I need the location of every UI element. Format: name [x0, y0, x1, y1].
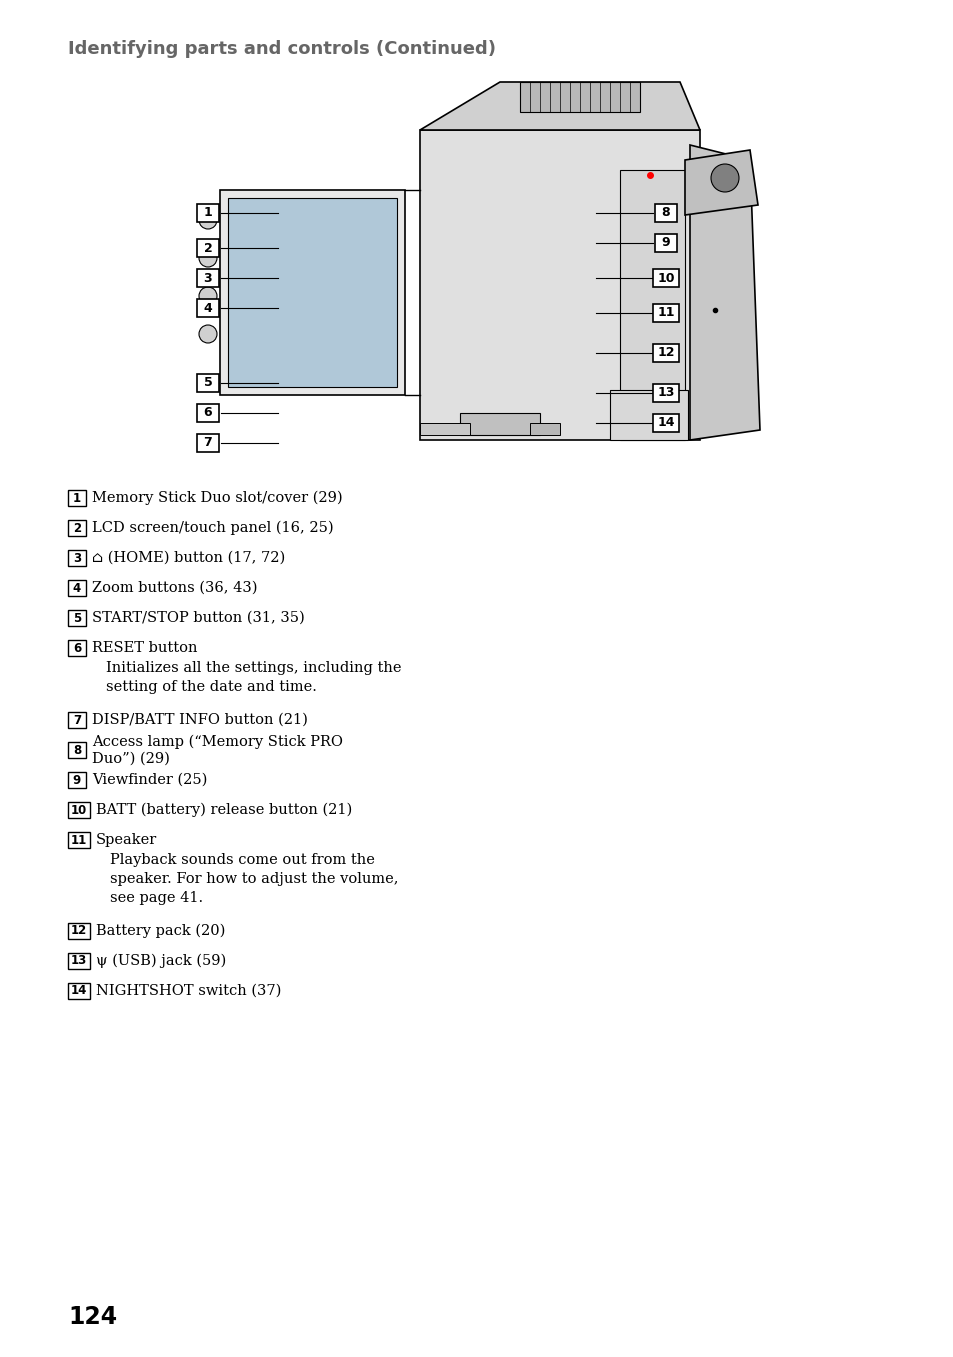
Text: 3: 3	[72, 551, 81, 565]
Text: 9: 9	[661, 236, 670, 250]
Bar	[68, 712, 86, 727]
Bar	[652, 345, 679, 362]
Text: Playback sounds come out from the: Playback sounds come out from the	[110, 854, 375, 867]
Circle shape	[710, 164, 739, 191]
Text: 10: 10	[657, 271, 674, 285]
Text: setting of the date and time.: setting of the date and time.	[106, 680, 316, 693]
Bar	[68, 953, 90, 969]
Text: 13: 13	[71, 954, 87, 968]
Bar	[652, 269, 679, 286]
Text: 6: 6	[72, 642, 81, 654]
Bar	[196, 269, 219, 286]
Text: 7: 7	[72, 714, 81, 726]
Text: Memory Stick Duo slot/cover (29): Memory Stick Duo slot/cover (29)	[91, 491, 342, 505]
Text: Access lamp (“Memory Stick PRO
Duo”) (29): Access lamp (“Memory Stick PRO Duo”) (29…	[91, 734, 343, 765]
Text: RESET button: RESET button	[91, 641, 197, 655]
Bar	[68, 550, 86, 566]
Text: 14: 14	[657, 417, 674, 430]
Text: 9: 9	[72, 773, 81, 787]
Text: 14: 14	[71, 984, 87, 997]
Bar	[619, 170, 684, 440]
Bar	[652, 414, 679, 432]
Text: 2: 2	[203, 242, 213, 255]
Bar	[196, 404, 219, 422]
Text: DISP/BATT INFO button (21): DISP/BATT INFO button (21)	[91, 712, 308, 727]
Text: Speaker: Speaker	[96, 833, 157, 847]
Text: 3: 3	[204, 271, 213, 285]
Bar	[228, 198, 396, 387]
Text: 8: 8	[72, 744, 81, 756]
Polygon shape	[419, 81, 700, 130]
Bar	[68, 641, 86, 655]
Text: BATT (battery) release button (21): BATT (battery) release button (21)	[96, 803, 352, 817]
Bar	[196, 299, 219, 318]
Circle shape	[199, 248, 216, 267]
Bar	[419, 423, 470, 436]
Text: 1: 1	[72, 491, 81, 505]
Polygon shape	[689, 145, 760, 440]
Text: ⌂ (HOME) button (17, 72): ⌂ (HOME) button (17, 72)	[91, 551, 285, 565]
Text: LCD screen/touch panel (16, 25): LCD screen/touch panel (16, 25)	[91, 521, 334, 535]
Polygon shape	[609, 389, 687, 440]
Bar	[519, 81, 639, 113]
Text: NIGHTSHOT switch (37): NIGHTSHOT switch (37)	[96, 984, 281, 997]
Bar	[655, 204, 677, 223]
Bar	[419, 130, 700, 440]
Text: 4: 4	[72, 582, 81, 594]
Bar	[68, 832, 90, 848]
Text: 124: 124	[68, 1305, 117, 1329]
Bar	[459, 413, 539, 436]
Bar	[220, 190, 405, 395]
Text: 4: 4	[203, 301, 213, 315]
Bar	[530, 423, 559, 436]
Text: Zoom buttons (36, 43): Zoom buttons (36, 43)	[91, 581, 257, 594]
Text: ψ (USB) jack (59): ψ (USB) jack (59)	[96, 954, 226, 968]
Bar	[652, 304, 679, 322]
Text: 11: 11	[71, 833, 87, 847]
Bar	[68, 611, 86, 626]
Bar	[68, 520, 86, 536]
Bar	[652, 384, 679, 402]
Bar	[68, 923, 90, 939]
Bar	[68, 772, 86, 788]
Bar	[68, 982, 90, 999]
Bar	[655, 233, 677, 252]
Bar	[68, 802, 90, 818]
Text: 12: 12	[657, 346, 674, 360]
Text: 12: 12	[71, 924, 87, 938]
Text: Battery pack (20): Battery pack (20)	[96, 924, 225, 938]
Bar	[196, 375, 219, 392]
Text: 1: 1	[203, 206, 213, 220]
Text: speaker. For how to adjust the volume,: speaker. For how to adjust the volume,	[110, 873, 398, 886]
Circle shape	[199, 286, 216, 305]
Text: START/STOP button (31, 35): START/STOP button (31, 35)	[91, 611, 304, 626]
Text: 5: 5	[72, 612, 81, 624]
Circle shape	[199, 324, 216, 343]
Text: 5: 5	[203, 376, 213, 389]
Text: Viewfinder (25): Viewfinder (25)	[91, 773, 207, 787]
Text: Identifying parts and controls (Continued): Identifying parts and controls (Continue…	[68, 39, 496, 58]
Text: 11: 11	[657, 307, 674, 319]
Text: 6: 6	[204, 407, 213, 419]
Bar	[196, 204, 219, 223]
Bar	[196, 239, 219, 256]
Text: 7: 7	[203, 437, 213, 449]
Bar	[196, 434, 219, 452]
Polygon shape	[684, 151, 758, 214]
Bar	[68, 742, 86, 759]
Text: see page 41.: see page 41.	[110, 892, 203, 905]
Text: 8: 8	[661, 206, 670, 220]
Bar	[68, 490, 86, 506]
Circle shape	[199, 210, 216, 229]
Text: 13: 13	[657, 387, 674, 399]
Text: Initializes all the settings, including the: Initializes all the settings, including …	[106, 661, 401, 674]
Bar	[68, 579, 86, 596]
Text: 10: 10	[71, 803, 87, 817]
Text: 2: 2	[72, 521, 81, 535]
